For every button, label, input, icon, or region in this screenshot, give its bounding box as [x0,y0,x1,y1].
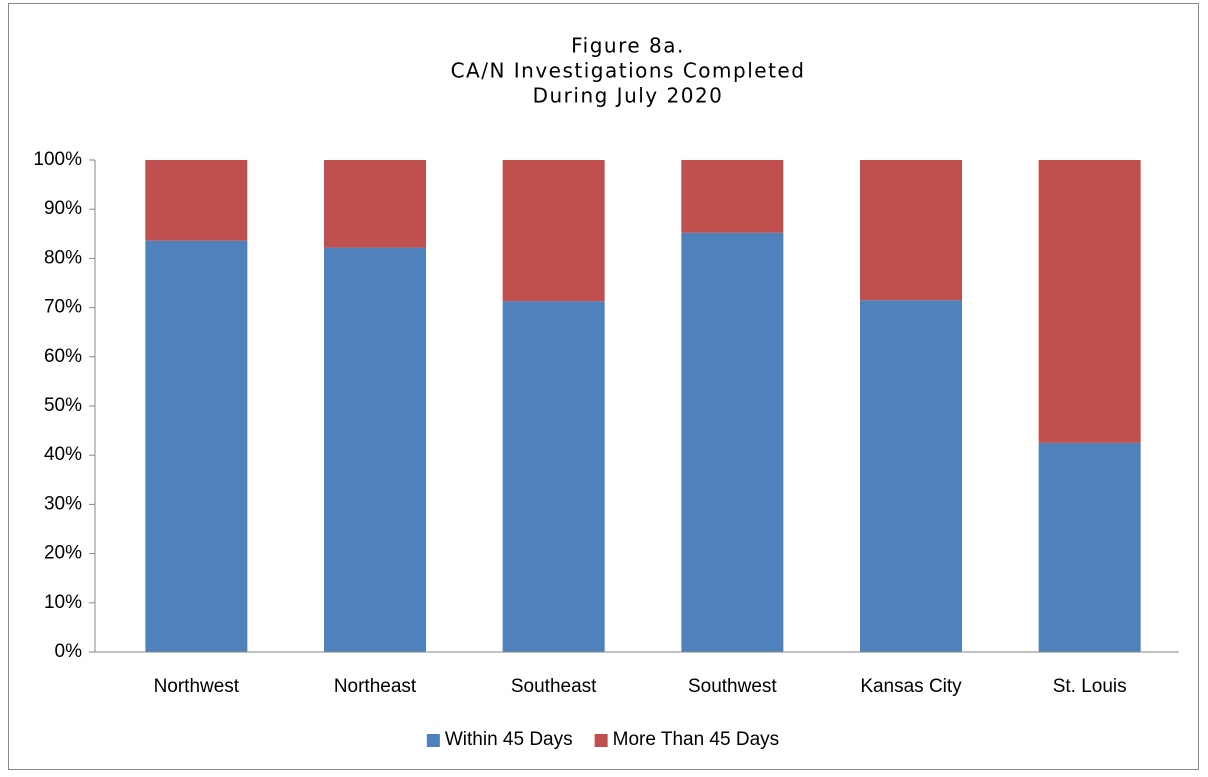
x-tick-label: St. Louis [1053,676,1127,697]
legend-swatch [426,734,440,747]
bar-segment [502,301,605,652]
legend-label: Within 45 Days [445,729,573,750]
y-tick-label: 0% [55,641,83,662]
y-tick-label: 70% [44,297,82,318]
chart-title: Figure 8a. [571,34,685,58]
x-tick-label: Southwest [688,676,777,697]
legend-label: More Than 45 Days [613,729,780,750]
y-tick-label: 80% [44,247,82,268]
bar-segment [860,300,962,652]
bar-segment [145,160,248,241]
y-tick-label: 10% [44,592,82,613]
bar-segment [681,160,784,233]
bar-segment [681,232,784,653]
x-tick-label: Southeast [511,676,597,697]
y-tick-label: 100% [33,149,82,170]
x-tick-label: Northwest [154,676,240,697]
bar-segment [860,160,962,301]
y-tick-label: 30% [44,493,82,514]
y-tick-label: 20% [44,543,82,564]
bar-segment [324,247,426,653]
bar-segment [324,160,426,248]
legend-swatch [594,734,608,747]
y-tick-label: 60% [44,346,82,367]
y-tick-label: 50% [44,395,82,416]
x-tick-label: Kansas City [860,676,962,697]
bar-segment [502,160,605,302]
x-tick-label: Northeast [334,676,417,697]
y-tick-label: 90% [44,198,82,219]
chart-title: CA/N Investigations Completed [451,59,806,83]
bar-segment [145,240,248,653]
bar-segment [1038,160,1141,443]
chart-title: During July 2020 [533,84,724,108]
bar-segment [1038,442,1141,652]
y-tick-label: 40% [44,444,82,465]
